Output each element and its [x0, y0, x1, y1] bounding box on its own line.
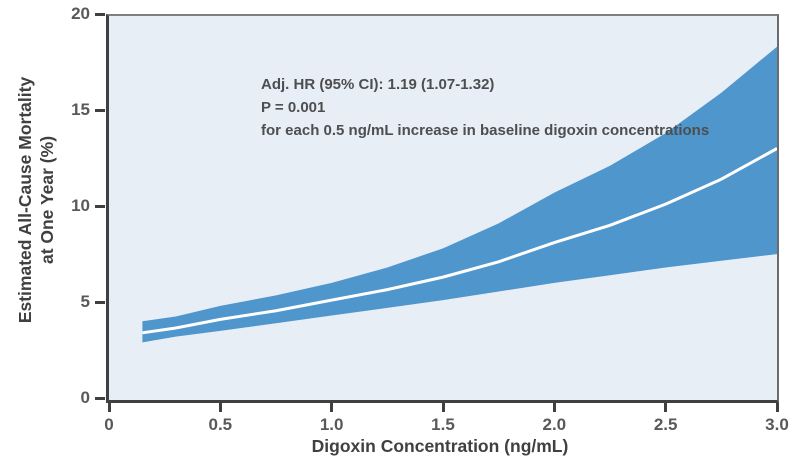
x-tick-mark — [552, 403, 556, 412]
x-tick-mark — [218, 403, 222, 412]
estimate-line — [142, 147, 777, 335]
ci-band-chart — [142, 46, 777, 343]
x-tick-mark — [330, 403, 334, 412]
x-tick-label: 0 — [104, 415, 114, 434]
plot-area: Adj. HR (95% CI): 1.19 (1.07-1.32) P = 0… — [106, 14, 779, 403]
y-tick-mark — [95, 205, 105, 208]
x-tick-label: 0.5 — [208, 415, 233, 434]
x-tick-label: 2.0 — [542, 415, 567, 434]
x-tick-mark — [775, 403, 779, 412]
x-tick-label: 3.0 — [765, 415, 789, 434]
y-axis-title-line1: Estimated All-Cause Mortality — [15, 76, 35, 324]
y-tick-label: 20 — [71, 4, 90, 23]
x-tick-label: 1.5 — [431, 415, 455, 434]
annotation-line-hr: Adj. HR (95% CI): 1.19 (1.07-1.32) — [261, 76, 495, 93]
y-tick-label: 0 — [80, 388, 90, 407]
y-tick-label: 10 — [71, 196, 90, 215]
x-tick-mark — [664, 403, 668, 412]
x-axis-title: Digoxin Concentration (ng/mL) — [311, 436, 569, 456]
y-tick-label: 5 — [80, 292, 90, 311]
x-tick-mark — [441, 403, 445, 412]
y-tick-label: 15 — [71, 100, 90, 119]
y-tick-mark — [95, 397, 105, 400]
annotation-line-description: for each 0.5 ng/mL increase in baseline … — [261, 122, 710, 139]
y-tick-mark — [95, 13, 105, 16]
y-tick-mark — [95, 301, 105, 304]
annotation-block: Adj. HR (95% CI): 1.19 (1.07-1.32) P = 0… — [261, 73, 709, 142]
annotation-line-pvalue: P = 0.001 — [261, 99, 326, 116]
x-tick-label: 2.5 — [653, 415, 678, 434]
y-tick-mark — [95, 109, 105, 112]
confidence-band — [142, 46, 777, 343]
x-tick-mark — [107, 403, 111, 412]
x-tick-label: 1.0 — [319, 415, 344, 434]
